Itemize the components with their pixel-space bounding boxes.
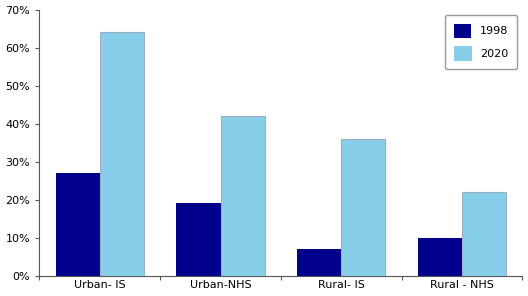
Bar [221, 116, 265, 276]
Bar [176, 203, 221, 276]
Bar [55, 173, 100, 276]
Bar [418, 238, 462, 276]
Bar [100, 32, 144, 276]
Legend: 1998, 2020: 1998, 2020 [445, 15, 517, 69]
Bar [341, 139, 385, 276]
Bar [297, 249, 341, 276]
Bar [462, 192, 506, 276]
